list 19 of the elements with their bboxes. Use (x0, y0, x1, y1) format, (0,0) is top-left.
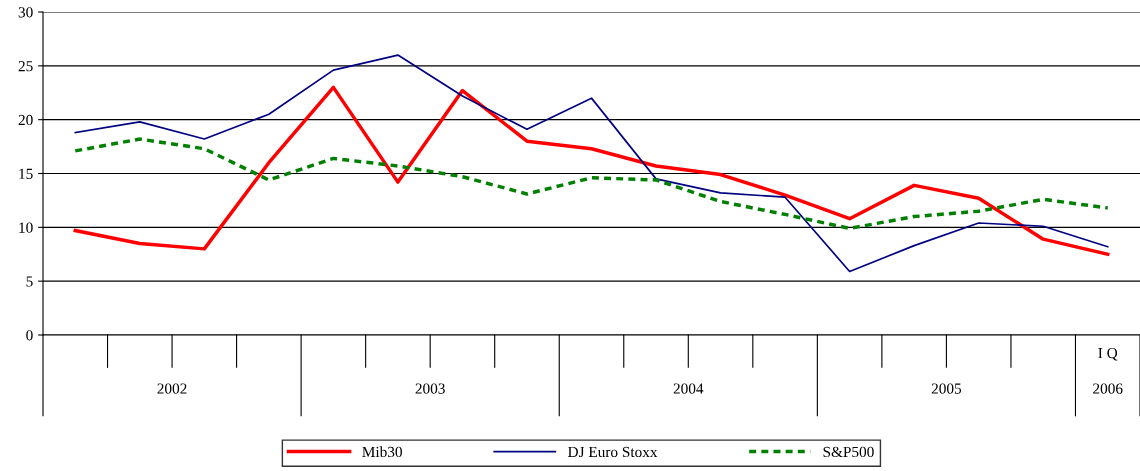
text: 2005 (931, 383, 962, 394)
text: 2004 (673, 383, 704, 394)
y-tick-label: 5 (26, 276, 33, 287)
text: 2002 (157, 383, 187, 394)
line-series (73, 137, 1110, 231)
legend-label: S&P500 (823, 446, 874, 458)
y-tick-label: 15 (19, 168, 33, 179)
x-tick-label: I Q (1098, 347, 1118, 361)
text: 2006 (1093, 383, 1123, 394)
legend-label: Mib30 (362, 446, 402, 458)
text: 2003 (415, 383, 445, 394)
y-tick-label: 0 (26, 330, 33, 341)
line-series (74, 54, 1109, 273)
y-tick-label: 20 (18, 114, 33, 126)
y-tick-label: 25 (18, 61, 33, 72)
y-tick-label: 10 (19, 222, 33, 233)
y-tick-label: 30 (18, 7, 33, 18)
line-series (73, 85, 1110, 256)
legend-label: DJ Euro Stoxx (568, 446, 658, 458)
